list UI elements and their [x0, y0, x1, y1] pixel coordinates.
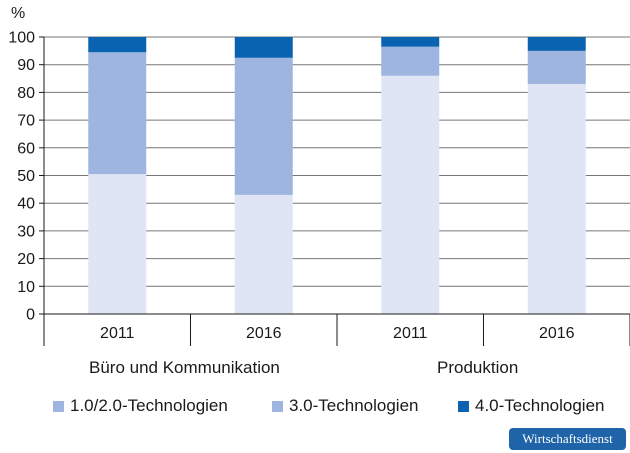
legend-item-tech-1-2: 1.0/2.0-Technologien	[53, 396, 228, 416]
bar-segment	[234, 194, 293, 314]
bar-segment	[88, 37, 147, 53]
bar-segment	[527, 37, 586, 51]
group-label-buero: Büro und Kommunikation	[89, 358, 280, 377]
y-tick-label: 30	[17, 223, 35, 240]
y-axis-unit: %	[11, 5, 25, 22]
x-tick-label: 2016	[246, 325, 282, 342]
y-tick-labels: 0 10 20 30 40 50 60 70 80 90 100	[8, 30, 35, 324]
legend-label: 1.0/2.0-Technologien	[70, 396, 228, 415]
source-badge: Wirtschaftsdienst	[509, 428, 626, 450]
x-tick-label: 2016	[539, 325, 575, 342]
y-tick-label: 60	[17, 140, 35, 157]
x-tick-label: 2011	[100, 325, 135, 342]
bar-segment	[381, 75, 440, 314]
legend-item-tech-3: 3.0-Technologien	[272, 396, 418, 416]
x-tick-label: 2011	[393, 325, 428, 342]
group-label-produktion: Produktion	[437, 358, 519, 377]
axes	[39, 36, 630, 346]
y-tick-label: 70	[17, 113, 35, 130]
y-tick-label: 50	[17, 168, 35, 185]
y-tick-label: 80	[17, 85, 35, 102]
x-tick-labels: 2011 2016 2011 2016	[100, 325, 575, 342]
bar-segment	[381, 37, 440, 47]
legend-label: 4.0-Technologien	[475, 396, 605, 415]
legend-label: 3.0-Technologien	[289, 396, 419, 415]
y-tick-label: 0	[26, 307, 35, 324]
bar-segment	[381, 46, 440, 76]
bars	[88, 37, 586, 314]
y-tick-label: 40	[17, 196, 35, 213]
bar-segment	[527, 84, 586, 314]
y-tick-label: 100	[8, 30, 35, 47]
legend-swatch	[458, 400, 469, 412]
bar-segment	[88, 52, 147, 175]
legend-swatch	[272, 400, 283, 412]
bar-segment	[88, 174, 147, 314]
y-tick-label: 90	[17, 57, 35, 74]
bar-segment	[234, 57, 293, 195]
y-tick-label: 20	[17, 251, 35, 268]
bar-segment	[234, 37, 293, 58]
legend-swatch	[53, 400, 64, 412]
y-tick-label: 10	[17, 279, 35, 296]
legend-item-tech-4: 4.0-Technologien	[458, 396, 604, 416]
bar-segment	[527, 50, 586, 85]
